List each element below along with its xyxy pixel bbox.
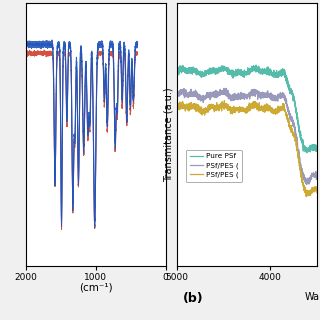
PSf/PES ( (305, 183, 309, 187)
PSf/PES ( (191, 93, 195, 97)
PSf/PES ( (240, 96, 244, 100)
Line: PSf/PES (: PSf/PES ( (177, 88, 317, 185)
PSf/PES ( (175, 106, 179, 110)
PSf/PES ( (305, 195, 308, 199)
PSf/PES ( (315, 190, 319, 194)
X-axis label: (cm⁻¹): (cm⁻¹) (79, 283, 112, 293)
Line: Pure PSf: Pure PSf (177, 65, 317, 153)
PSf/PES ( (237, 95, 241, 99)
PSf/PES ( (315, 173, 319, 177)
Pure PSf (255, 68, 259, 72)
PSf/PES ( (175, 93, 179, 97)
Line: PSf/PES (: PSf/PES ( (177, 101, 317, 197)
Pure PSf (254, 63, 258, 67)
Pure PSf (305, 151, 309, 155)
PSf/PES ( (191, 102, 195, 106)
PSf/PES ( (186, 93, 189, 97)
PSf/PES ( (234, 108, 238, 112)
PSf/PES ( (234, 97, 238, 101)
Legend: Pure PSf, PSf/PES (, PSf/PES (: Pure PSf, PSf/PES (, PSf/PES ( (186, 150, 242, 182)
Text: (b): (b) (183, 292, 204, 305)
Y-axis label: Transmitance (a.u.): Transmitance (a.u.) (164, 87, 174, 182)
PSf/PES ( (237, 109, 241, 113)
PSf/PES ( (255, 102, 259, 106)
Pure PSf (191, 66, 195, 70)
Pure PSf (175, 68, 179, 72)
Pure PSf (240, 72, 244, 76)
Pure PSf (186, 68, 189, 72)
Text: Wa: Wa (305, 292, 320, 302)
Pure PSf (237, 69, 241, 73)
PSf/PES ( (240, 106, 244, 110)
Pure PSf (315, 148, 319, 152)
PSf/PES ( (222, 99, 226, 103)
PSf/PES ( (186, 106, 189, 109)
Pure PSf (234, 74, 238, 78)
PSf/PES ( (224, 86, 228, 90)
PSf/PES ( (255, 90, 259, 94)
